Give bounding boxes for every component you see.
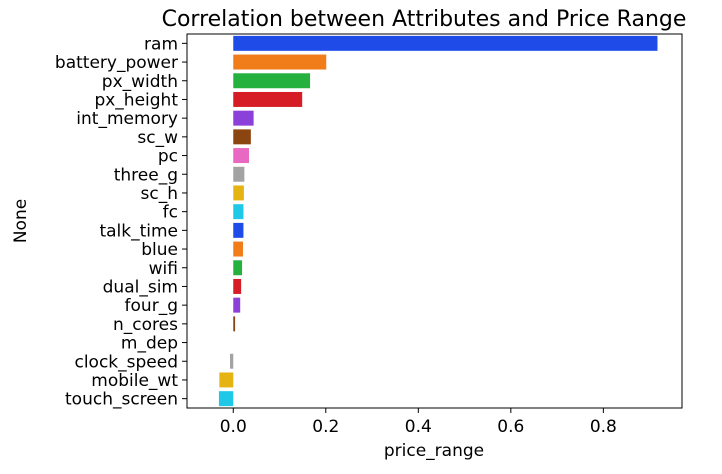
y-tick-label: fc	[163, 203, 178, 223]
y-tick-label: clock_speed	[74, 352, 178, 372]
bar-fc	[233, 204, 243, 219]
bar-dual-sim	[233, 279, 241, 294]
y-tick-label: m_dep	[121, 334, 178, 354]
bar-blue	[233, 242, 243, 257]
chart-title: Correlation between Attributes and Price…	[162, 7, 687, 32]
bar-px-width	[233, 73, 310, 88]
x-tick-label: 0.8	[590, 417, 617, 437]
y-tick-label: touch_screen	[65, 390, 178, 410]
bar-ram	[233, 36, 657, 51]
x-tick-label: 0.4	[405, 417, 432, 437]
bar-mobile-wt	[219, 372, 233, 387]
y-tick-layer: rambattery_powerpx_widthpx_heightint_mem…	[55, 34, 187, 409]
y-tick-label: ram	[144, 34, 178, 54]
y-tick-label: px_width	[102, 72, 178, 92]
bar-int-memory	[233, 111, 253, 126]
bar-px-height	[233, 92, 302, 107]
y-tick-label: int_memory	[76, 109, 178, 129]
y-tick-label: sc_h	[141, 184, 178, 204]
bar-talk-time	[233, 223, 243, 238]
y-tick-label: pc	[158, 147, 178, 167]
bar-four-g	[233, 298, 240, 313]
bar-clock-speed	[230, 354, 233, 369]
y-tick-label: n_cores	[113, 315, 178, 335]
x-axis-label: price_range	[384, 441, 484, 461]
bars-layer	[219, 36, 658, 406]
y-tick-label: px_height	[94, 90, 178, 110]
bar-n-cores	[233, 316, 235, 331]
bar-sc-h	[233, 185, 244, 200]
y-tick-label: four_g	[125, 296, 178, 316]
bar-pc	[233, 148, 249, 163]
y-tick-label: blue	[141, 240, 178, 260]
x-tick-label: 0.6	[497, 417, 524, 437]
y-axis-label: None	[11, 199, 31, 243]
y-tick-label: three_g	[114, 165, 178, 185]
y-tick-label: dual_sim	[103, 277, 178, 297]
y-tick-label: mobile_wt	[91, 371, 178, 391]
bar-battery-power	[233, 55, 326, 70]
x-tick-label: 0.2	[312, 417, 339, 437]
x-tick-label: 0.0	[220, 417, 247, 437]
bar-sc-w	[233, 129, 251, 144]
bar-wifi	[233, 260, 242, 275]
x-tick-layer: 0.0 0.2 0.4 0.6 0.8	[220, 408, 617, 437]
plot-frame	[187, 34, 682, 408]
bar-touch-screen	[219, 391, 233, 406]
y-tick-label: sc_w	[137, 128, 178, 148]
y-tick-label: talk_time	[99, 221, 178, 241]
y-tick-label: battery_power	[55, 53, 178, 73]
bar-three-g	[233, 167, 244, 182]
y-tick-label: wifi	[149, 259, 178, 279]
